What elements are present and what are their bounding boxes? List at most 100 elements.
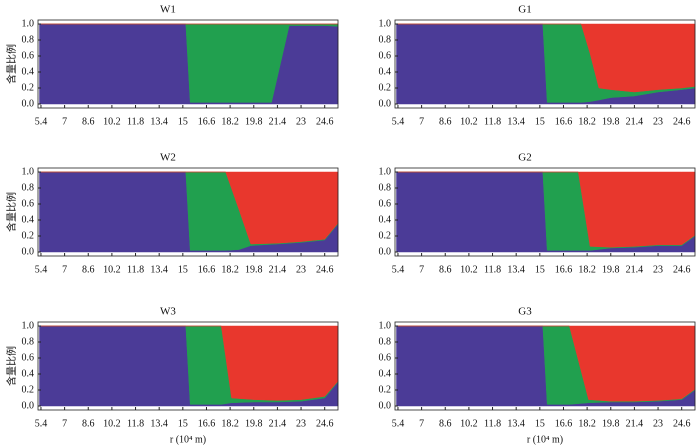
y-tick-label: 0.8 xyxy=(379,336,392,347)
panel-title: G2 xyxy=(518,152,531,164)
x-tick-label: 16.6 xyxy=(555,264,573,275)
x-tick-label: 21.4 xyxy=(269,418,287,429)
y-tick-label: 0.6 xyxy=(379,352,392,363)
x-tick-label: 8.6 xyxy=(82,116,95,127)
x-tick-label: 24.6 xyxy=(316,264,334,275)
x-tick-label: 15 xyxy=(178,418,188,429)
y-tick-label: 0.2 xyxy=(379,82,392,93)
panel: 5.4 7 8.6 10.2 11.8 13.4 15 16.6 18.2 19.8 21.4 23 2… xyxy=(379,4,696,127)
panel-title: W2 xyxy=(160,152,176,164)
y-tick-label: 1.0 xyxy=(379,320,392,331)
x-tick-label: 13.4 xyxy=(150,116,168,127)
x-tick-label: 19.8 xyxy=(245,116,263,127)
y-tick-label: 0.2 xyxy=(22,230,35,241)
x-tick-label: 16.6 xyxy=(555,418,573,429)
panel: 5.4 7 8.6 10.2 11.8 13.4 15 16.6 18.2 19.8 21.4 23 2… xyxy=(5,152,339,275)
x-tick-label: 23 xyxy=(653,418,663,429)
x-tick-label: 21.4 xyxy=(269,116,287,127)
y-tick-label: 0.2 xyxy=(379,384,392,395)
x-tick-label: 23 xyxy=(653,264,663,275)
x-tick-label: 11.8 xyxy=(127,418,144,429)
x-tick-label: 24.6 xyxy=(673,116,691,127)
x-tick-label: 15 xyxy=(535,264,545,275)
x-tick-label: 24.6 xyxy=(316,418,334,429)
y-tick-label: 0.0 xyxy=(22,246,35,257)
x-tick-label: 15 xyxy=(535,418,545,429)
x-axis-label: r (10⁴ m) xyxy=(527,434,563,445)
x-tick-label: 11.8 xyxy=(484,116,501,127)
x-tick-label: 18.2 xyxy=(221,418,239,429)
x-tick-label: 10.2 xyxy=(103,418,121,429)
x-tick-label: 13.4 xyxy=(150,418,168,429)
panel-title: G1 xyxy=(518,4,531,16)
y-tick-label: 0.0 xyxy=(22,98,35,109)
y-tick-label: 0.8 xyxy=(379,34,392,45)
x-tick-label: 16.6 xyxy=(555,116,573,127)
x-tick-label: 15 xyxy=(535,116,545,127)
y-tick-label: 0.6 xyxy=(22,198,35,209)
y-tick-label: 1.0 xyxy=(22,18,35,29)
x-tick-label: 21.4 xyxy=(626,418,644,429)
y-axis-label: 含量比例 xyxy=(5,44,18,84)
y-tick-label: 0.2 xyxy=(22,384,35,395)
y-axis-label: 含量比例 xyxy=(5,192,18,232)
x-tick-label: 8.6 xyxy=(439,418,452,429)
y-tick-label: 0.4 xyxy=(22,66,35,77)
x-tick-label: 5.4 xyxy=(392,264,405,275)
plot-frame xyxy=(394,321,696,411)
panel: 5.4 7 8.6 10.2 11.8 13.4 15 16.6 18.2 19.8 21.4 23 2… xyxy=(379,152,696,275)
x-tick-label: 8.6 xyxy=(439,264,452,275)
x-tick-label: 8.6 xyxy=(82,264,95,275)
x-tick-label: 18.2 xyxy=(221,116,239,127)
x-tick-label: 10.2 xyxy=(103,264,121,275)
y-tick-label: 0.0 xyxy=(22,400,35,411)
x-tick-label: 5.4 xyxy=(35,418,48,429)
x-tick-label: 5.4 xyxy=(392,116,405,127)
x-tick-label: 18.2 xyxy=(578,264,596,275)
y-tick-label: 0.6 xyxy=(22,50,35,61)
x-tick-label: 7 xyxy=(62,116,67,127)
y-tick-label: 0.8 xyxy=(22,182,35,193)
x-tick-label: 11.8 xyxy=(127,264,144,275)
y-tick-label: 0.2 xyxy=(379,230,392,241)
x-tick-label: 19.8 xyxy=(245,264,263,275)
y-tick-label: 0.8 xyxy=(22,34,35,45)
y-tick-label: 1.0 xyxy=(22,166,35,177)
x-tick-label: 21.4 xyxy=(269,264,287,275)
y-tick-label: 0.6 xyxy=(379,198,392,209)
plot-frame xyxy=(37,321,339,411)
y-tick-label: 0.0 xyxy=(379,246,392,257)
x-tick-label: 23 xyxy=(296,264,306,275)
panel-title: W3 xyxy=(160,306,176,318)
x-tick-label: 7 xyxy=(419,418,424,429)
x-tick-label: 10.2 xyxy=(460,418,478,429)
x-tick-label: 11.8 xyxy=(484,264,501,275)
x-tick-label: 13.4 xyxy=(150,264,168,275)
y-tick-label: 0.6 xyxy=(379,50,392,61)
x-tick-label: 24.6 xyxy=(673,418,691,429)
plot-frame xyxy=(394,19,696,109)
x-tick-label: 16.6 xyxy=(198,264,216,275)
x-tick-label: 7 xyxy=(62,264,67,275)
x-tick-label: 13.4 xyxy=(507,116,525,127)
x-tick-label: 16.6 xyxy=(198,116,216,127)
x-tick-label: 23 xyxy=(296,418,306,429)
x-tick-label: 13.4 xyxy=(507,264,525,275)
x-tick-label: 5.4 xyxy=(392,418,405,429)
y-tick-label: 0.4 xyxy=(22,368,35,379)
x-tick-label: 10.2 xyxy=(460,116,478,127)
x-tick-label: 7 xyxy=(62,418,67,429)
y-tick-label: 0.4 xyxy=(379,66,392,77)
x-tick-label: 24.6 xyxy=(673,264,691,275)
x-tick-label: 15 xyxy=(178,264,188,275)
y-tick-label: 0.0 xyxy=(379,98,392,109)
x-tick-label: 19.8 xyxy=(245,418,263,429)
x-tick-label: 7 xyxy=(419,116,424,127)
plot-frame xyxy=(37,19,339,109)
x-tick-label: 24.6 xyxy=(316,116,334,127)
x-tick-label: 21.4 xyxy=(626,264,644,275)
x-axis-label: r (10⁴ m) xyxy=(170,434,206,445)
x-tick-label: 18.2 xyxy=(578,116,596,127)
y-tick-label: 0.8 xyxy=(379,182,392,193)
